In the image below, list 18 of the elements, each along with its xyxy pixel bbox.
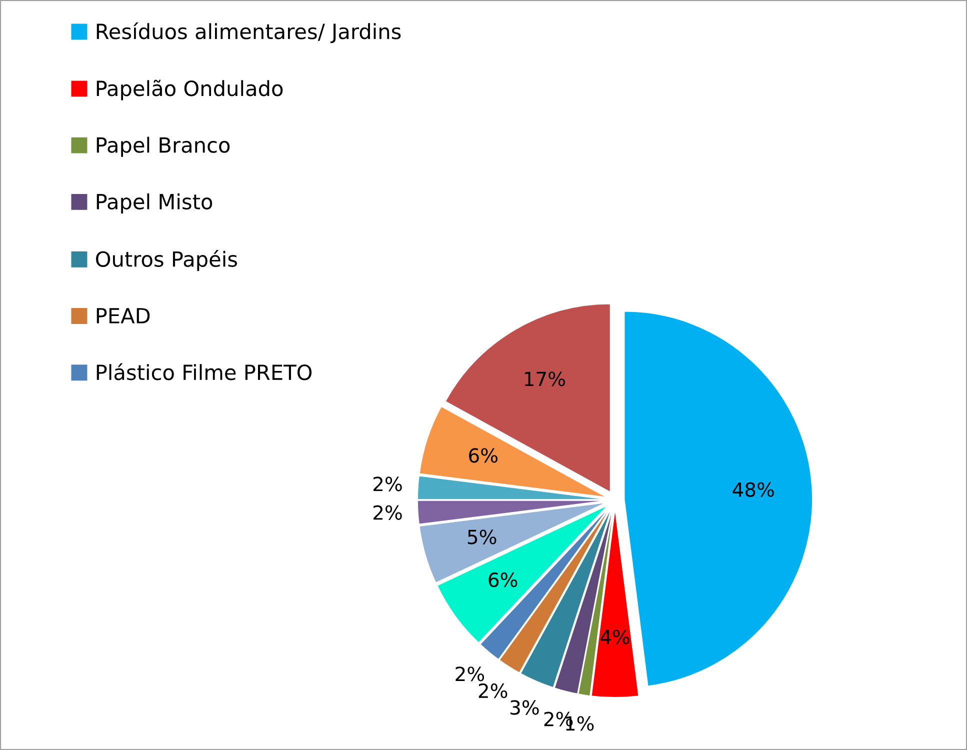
data-label: 2% — [374, 476, 402, 492]
data-label: 5% — [468, 530, 496, 544]
legend-label: Papel Misto — [96, 193, 212, 214]
legend-label: Papel Branco — [96, 136, 230, 157]
data-label: 6% — [488, 572, 518, 588]
legend-label: Papelão Ondulado — [96, 80, 283, 100]
data-label: 4% — [600, 630, 630, 644]
data-label: 2% — [456, 666, 484, 682]
data-label: 2% — [478, 683, 508, 698]
legend-label: PEAD — [96, 308, 150, 324]
data-label: 17% — [524, 372, 565, 386]
legend-label: Plástico Filme PRETO — [96, 363, 312, 380]
data-label: 48% — [732, 482, 774, 497]
data-label: 6% — [469, 448, 498, 463]
data-label: 2% — [374, 505, 402, 520]
data-label: 3% — [510, 700, 539, 715]
legend-label: Resíduos alimentares/ Jardins — [96, 22, 401, 44]
legend-label: Outros Papéis — [96, 250, 237, 272]
